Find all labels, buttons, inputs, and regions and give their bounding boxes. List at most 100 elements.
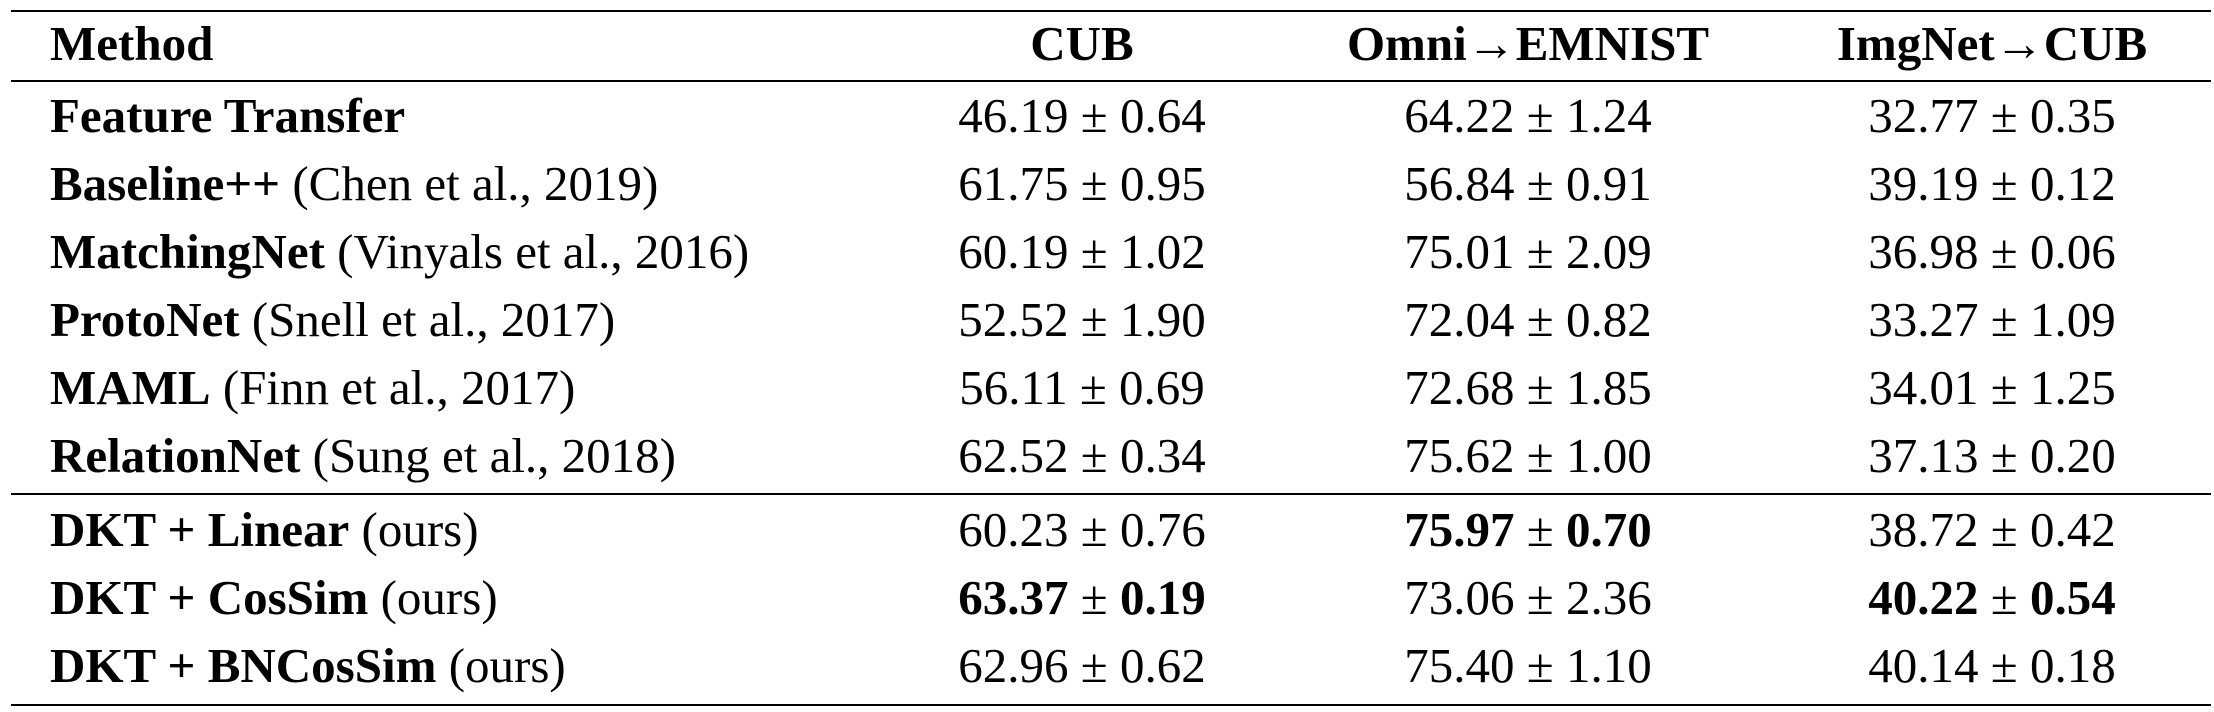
- method-citation: (Snell et al., 2017): [251, 292, 616, 347]
- method-name: RelationNet: [50, 428, 301, 483]
- table-row: DKT + Linear (ours) 60.23 ± 0.76 75.97 ± 0…: [0, 496, 2214, 564]
- score-std: 1.85: [1565, 360, 1652, 415]
- score-sign: ±: [1080, 224, 1108, 279]
- score-cell: 37.13 ± 0.20: [1868, 422, 2115, 490]
- header-row: Method CUB Omni→EMNIST ImgNet→CUB: [0, 10, 2214, 78]
- score-mean: 75.97: [1404, 502, 1515, 557]
- score-sign: ±: [1990, 570, 2018, 625]
- score-mean: 38.72: [1868, 502, 1979, 557]
- score-mean: 75.01: [1404, 224, 1515, 279]
- score-cell: 72.04 ± 0.82: [1404, 286, 1651, 354]
- score-sign: ±: [1990, 360, 2018, 415]
- score-mean: 60.19: [958, 224, 1069, 279]
- score-cell: 63.37 ± 0.19: [958, 564, 1205, 632]
- score-sign: ±: [1990, 502, 2018, 557]
- score-std: 0.06: [2029, 224, 2116, 279]
- score-sign: ±: [1526, 292, 1554, 347]
- table-row: DKT + BNCosSim (ours) 62.96 ± 0.62 75.40 ±…: [0, 632, 2214, 700]
- score-mean: 32.77: [1868, 88, 1979, 143]
- method-cell: DKT + CosSim (ours): [50, 564, 498, 632]
- table-row: MAML (Finn et al., 2017) 56.11 ± 0.69 72.6…: [0, 354, 2214, 422]
- method-cell: DKT + Linear (ours): [50, 496, 479, 564]
- score-cell: 33.27 ± 1.09: [1868, 286, 2115, 354]
- method-name: DKT + CosSim: [50, 570, 369, 625]
- column-header-text: Method: [50, 16, 214, 71]
- score-sign: ±: [1080, 156, 1108, 211]
- score-cell: 73.06 ± 2.36: [1404, 564, 1651, 632]
- table-row: Baseline++ (Chen et al., 2019) 61.75 ± 0.…: [0, 150, 2214, 218]
- score-std: 0.42: [2029, 502, 2116, 557]
- column-header: ImgNet→CUB: [1837, 10, 2147, 78]
- score-cell: 40.22 ± 0.54: [1868, 564, 2115, 632]
- score-mean: 46.19: [958, 88, 1069, 143]
- score-std: 0.76: [1119, 502, 1206, 557]
- column-header-text: Omni→EMNIST: [1346, 16, 1710, 71]
- score-std: 0.82: [1565, 292, 1652, 347]
- score-sign: ±: [1080, 502, 1108, 557]
- score-mean: 34.01: [1868, 360, 1979, 415]
- score-std: 0.12: [2029, 156, 2116, 211]
- score-mean: 33.27: [1868, 292, 1979, 347]
- score-std: 1.25: [2029, 360, 2116, 415]
- score-mean: 72.04: [1404, 292, 1515, 347]
- score-sign: ±: [1990, 224, 2018, 279]
- score-std: 1.09: [2029, 292, 2116, 347]
- method-name: Feature Transfer: [50, 88, 406, 143]
- table-row: Feature Transfer 46.19 ± 0.64 64.22 ± 1.24…: [0, 82, 2214, 150]
- score-sign: ±: [1080, 428, 1108, 483]
- column-header-text: ImgNet→CUB: [1836, 16, 2148, 71]
- score-sign: ±: [1080, 638, 1108, 693]
- score-cell: 46.19 ± 0.64: [958, 82, 1205, 150]
- score-cell: 61.75 ± 0.95: [958, 150, 1205, 218]
- method-cell: Baseline++ (Chen et al., 2019): [50, 150, 658, 218]
- score-mean: 60.23: [958, 502, 1069, 557]
- score-cell: 34.01 ± 1.25: [1868, 354, 2115, 422]
- score-cell: 75.97 ± 0.70: [1404, 496, 1651, 564]
- score-cell: 52.52 ± 1.90: [958, 286, 1205, 354]
- score-mean: 63.37: [958, 570, 1069, 625]
- method-cell: ProtoNet (Snell et al., 2017): [50, 286, 615, 354]
- score-mean: 72.68: [1404, 360, 1515, 415]
- score-std: 0.62: [1119, 638, 1206, 693]
- method-name: MatchingNet: [50, 224, 325, 279]
- score-cell: 72.68 ± 1.85: [1404, 354, 1651, 422]
- score-std: 0.69: [1119, 360, 1205, 415]
- method-name: Baseline++: [50, 156, 281, 211]
- score-std: 0.18: [2029, 638, 2116, 693]
- score-cell: 60.23 ± 0.76: [958, 496, 1205, 564]
- table-rule: [11, 493, 2211, 495]
- score-sign: ±: [1526, 570, 1554, 625]
- score-sign: ±: [1526, 156, 1554, 211]
- table-row: MatchingNet (Vinyals et al., 2016) 60.19 …: [0, 218, 2214, 286]
- table-row: ProtoNet (Snell et al., 2017) 52.52 ± 1.9…: [0, 286, 2214, 354]
- score-std: 1.10: [1565, 638, 1652, 693]
- score-mean: 52.52: [958, 292, 1069, 347]
- score-mean: 73.06: [1404, 570, 1515, 625]
- score-mean: 75.40: [1404, 638, 1515, 693]
- score-mean: 62.96: [958, 638, 1069, 693]
- score-std: 0.64: [1119, 88, 1206, 143]
- score-mean: 40.22: [1868, 570, 1979, 625]
- score-std: 0.91: [1565, 156, 1652, 211]
- score-sign: ±: [1526, 224, 1554, 279]
- score-cell: 36.98 ± 0.06: [1868, 218, 2115, 286]
- score-sign: ±: [1526, 88, 1554, 143]
- method-citation: (Vinyals et al., 2016): [337, 224, 750, 279]
- score-mean: 61.75: [958, 156, 1069, 211]
- column-header: Omni→EMNIST: [1347, 10, 1709, 78]
- method-citation: (ours): [361, 502, 479, 557]
- method-cell: Feature Transfer: [50, 82, 405, 150]
- score-cell: 38.72 ± 0.42: [1868, 496, 2115, 564]
- score-sign: ±: [1080, 88, 1108, 143]
- score-sign: ±: [1080, 570, 1108, 625]
- score-cell: 64.22 ± 1.24: [1404, 82, 1651, 150]
- score-cell: 75.01 ± 2.09: [1404, 218, 1651, 286]
- score-std: 0.34: [1119, 428, 1206, 483]
- score-sign: ±: [1990, 428, 2018, 483]
- method-name: DKT + Linear: [50, 502, 350, 557]
- score-sign: ±: [1990, 292, 2018, 347]
- score-mean: 75.62: [1404, 428, 1515, 483]
- score-cell: 56.11 ± 0.69: [959, 354, 1205, 422]
- method-citation: (Sung et al., 2018): [312, 428, 677, 483]
- score-std: 0.20: [2029, 428, 2116, 483]
